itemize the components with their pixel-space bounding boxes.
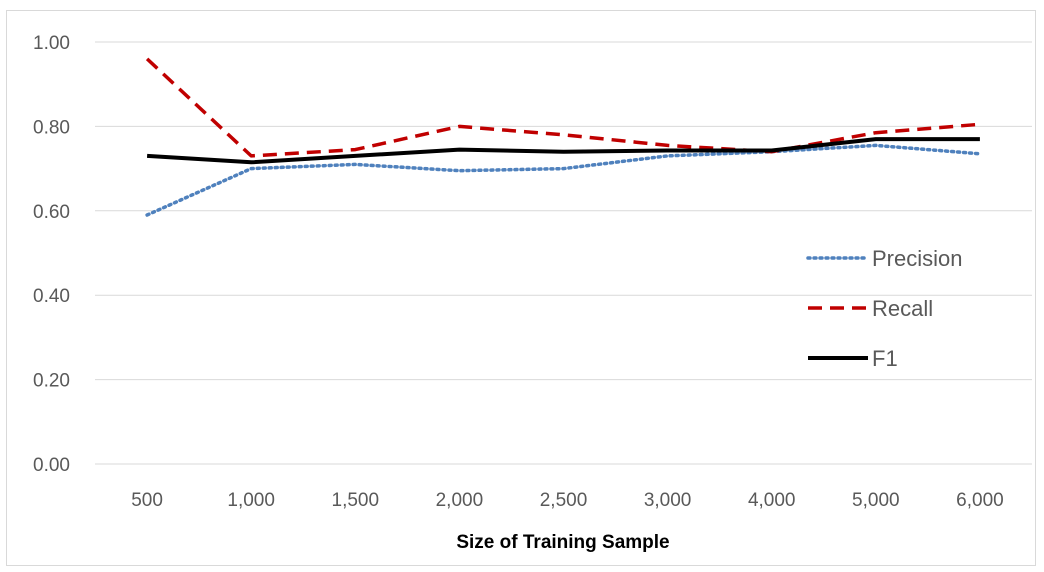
y-tick-label: 0.00: [33, 455, 70, 476]
x-tick-label: 1,000: [227, 490, 275, 511]
y-tick-label: 0.80: [33, 117, 70, 138]
series-line-f1: [146, 137, 980, 165]
x-tick-label: 3,000: [644, 490, 692, 511]
x-tick-label: 6,000: [956, 490, 1004, 511]
x-axis-tick-labels: 500 1,000 1,500 2,000 2,500 3,000 4,000 5,000 6,…: [131, 490, 1004, 511]
legend: Precision Recall F1: [806, 246, 962, 371]
legend-label-f1: F1: [872, 346, 898, 371]
x-tick-label: 500: [131, 490, 163, 511]
y-tick-label: 0.40: [33, 286, 70, 307]
series-lines: [145, 57, 982, 217]
y-tick-label: 1.00: [33, 33, 70, 54]
x-axis-title: Size of Training Sample: [456, 532, 669, 553]
gridlines: [95, 41, 1032, 465]
legend-label-precision: Precision: [872, 246, 962, 271]
x-tick-label: 4,000: [748, 490, 796, 511]
y-tick-label: 0.20: [33, 371, 70, 392]
x-tick-label: 2,500: [540, 490, 588, 511]
x-tick-label: 1,500: [332, 490, 380, 511]
legend-label-recall: Recall: [872, 296, 933, 321]
x-tick-label: 5,000: [852, 490, 900, 511]
y-tick-label: 0.60: [33, 202, 70, 223]
chart-area: [6, 10, 1036, 566]
y-axis-tick-labels: 0.00 0.20 0.40 0.60 0.80 1.00: [33, 33, 70, 476]
series-line-precision: [145, 143, 982, 217]
x-tick-label: 2,000: [436, 490, 484, 511]
series-line-recall: [145, 57, 981, 158]
